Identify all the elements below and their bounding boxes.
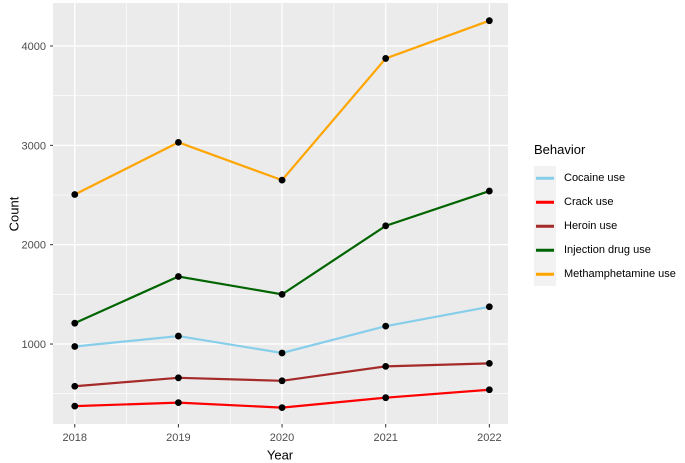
legend-item-label: Cocaine use <box>564 172 626 184</box>
x-tick-label: 2020 <box>270 432 294 444</box>
data-point <box>71 191 79 198</box>
data-point <box>382 394 390 402</box>
data-point <box>175 399 182 407</box>
data-point <box>485 360 493 367</box>
legend-key-swatch <box>534 190 556 214</box>
legend-key-swatch <box>534 214 556 238</box>
legend-item: Crack use <box>534 190 676 214</box>
y-tick-label: 3000 <box>22 140 46 152</box>
data-point <box>382 55 390 62</box>
data-point <box>382 322 390 330</box>
data-point <box>175 273 182 280</box>
data-point <box>175 374 182 382</box>
data-point <box>71 319 79 327</box>
data-point <box>71 343 79 350</box>
data-point <box>485 187 493 195</box>
data-point <box>71 402 79 410</box>
y-tick-label: 4000 <box>22 41 46 53</box>
x-axis-title: Year <box>266 447 294 463</box>
y-tick-label: 2000 <box>22 240 46 252</box>
legend-key-line-icon <box>536 272 554 276</box>
data-point <box>382 362 390 370</box>
data-point <box>485 303 493 311</box>
legend-item: Heroin use <box>534 214 676 238</box>
data-point <box>485 386 493 394</box>
legend-item-label: Crack use <box>564 196 614 208</box>
legend-item: Methamphetamine use <box>534 262 676 286</box>
data-point <box>278 290 286 298</box>
data-point <box>175 332 182 340</box>
data-point <box>278 377 286 385</box>
legend-item-label: Heroin use <box>564 220 618 232</box>
x-tick-label: 2018 <box>63 432 87 444</box>
plot-panel <box>53 3 508 424</box>
x-tick-label: 2019 <box>166 432 190 444</box>
data-point <box>278 176 286 184</box>
legend-key-line-icon <box>536 176 554 180</box>
legend-item: Injection drug use <box>534 238 676 262</box>
legend-item-label: Methamphetamine use <box>564 268 676 280</box>
legend-key-swatch <box>534 262 556 286</box>
legend-key-line-icon <box>536 224 554 228</box>
data-point <box>485 17 493 25</box>
data-point <box>278 349 286 357</box>
legend-item-label: Injection drug use <box>564 244 651 256</box>
legend-key-line-icon <box>536 200 554 204</box>
legend-title: Behavior <box>534 142 586 157</box>
x-tick-label: 2021 <box>373 432 397 444</box>
x-tick-label: 2022 <box>477 432 501 444</box>
y-axis-title: Count <box>6 196 22 232</box>
legend-key-swatch <box>534 166 556 190</box>
legend: Behavior Cocaine use Crack use Heroin use I… <box>534 142 676 286</box>
data-point <box>382 222 390 230</box>
legend-item: Cocaine use <box>534 166 676 190</box>
y-tick-label: 1000 <box>22 339 46 351</box>
data-point <box>278 404 286 412</box>
legend-key-line-icon <box>536 248 554 252</box>
data-point <box>175 138 182 146</box>
legend-items: Cocaine use Crack use Heroin use Injection … <box>534 166 676 286</box>
legend-key-swatch <box>534 238 556 262</box>
data-point <box>71 382 79 390</box>
